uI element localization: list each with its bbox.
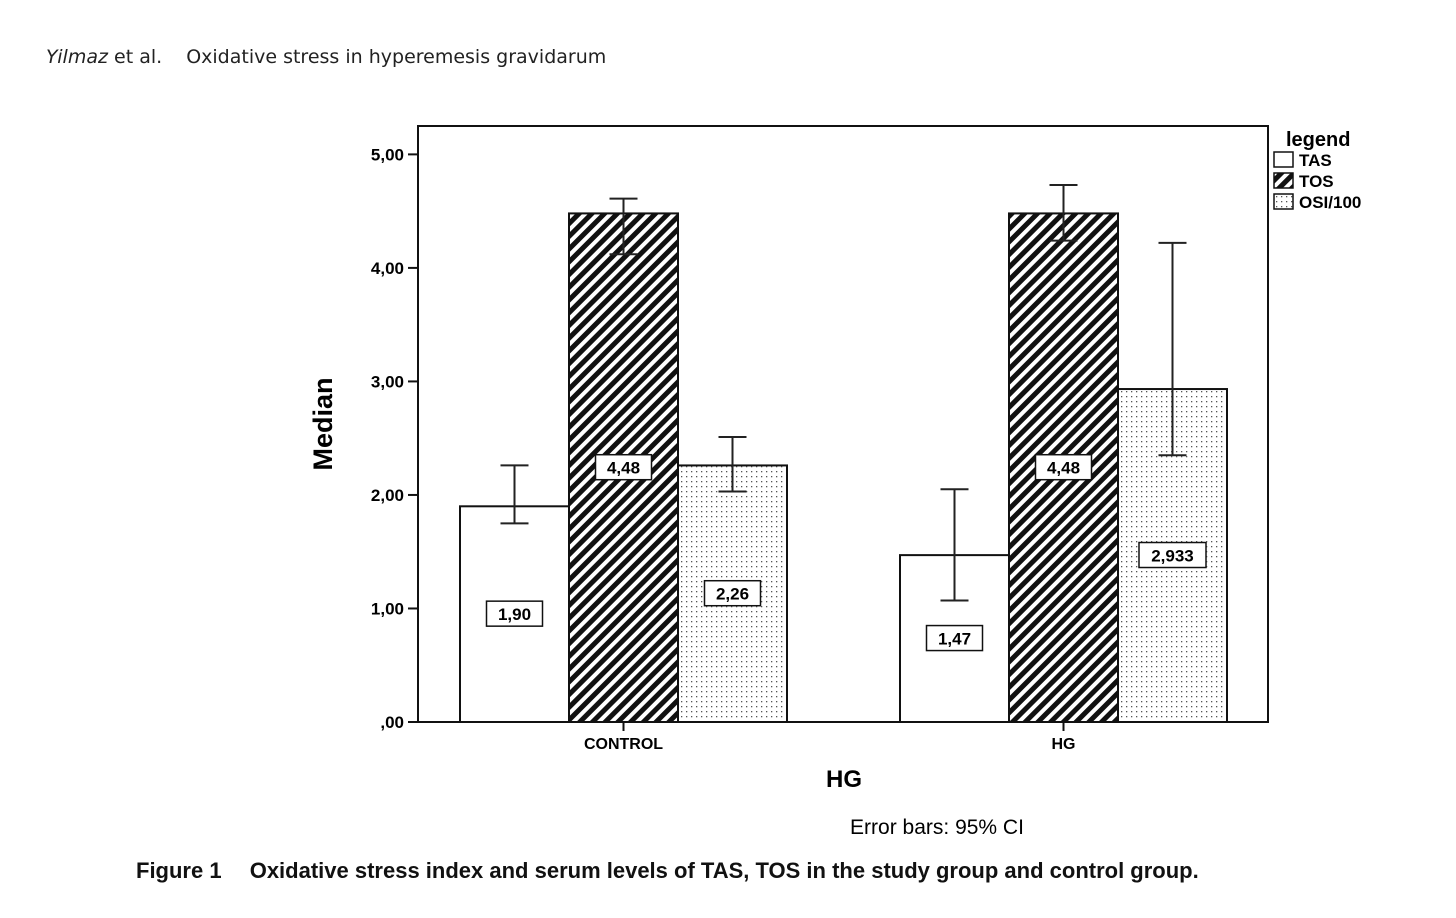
y-tick-label: ,00: [380, 713, 404, 732]
error-bar-tas-hg: [940, 488, 969, 602]
legend-title: legend: [1286, 129, 1350, 151]
data-label-box: 1,47: [925, 624, 984, 652]
error-bar-tas-control: [500, 464, 529, 525]
y-tick-label: 5,00: [371, 145, 404, 164]
plot-frame: [417, 125, 1269, 723]
figure-label: Figure 1: [136, 858, 222, 883]
data-label-box: 1,90: [485, 600, 544, 627]
legend-swatch: [1273, 151, 1294, 168]
running-head-etal: et al.: [114, 46, 163, 68]
legend-swatch: [1273, 193, 1294, 210]
running-head: Yilmaz et al. Oxidative stress in hypere…: [46, 46, 606, 68]
y-tick-label: 3,00: [371, 372, 404, 391]
x-tick-label: HG: [1052, 736, 1076, 753]
figure-caption: Figure 1 Oxidative stress index and seru…: [136, 858, 1199, 884]
data-label: 1,90: [498, 605, 531, 624]
data-label-box: 2,933: [1138, 541, 1207, 569]
error-bar-tos-hg: [1049, 184, 1078, 242]
legend-entry: TAS: [1299, 151, 1332, 170]
figure-caption-text: Oxidative stress index and serum levels …: [249, 858, 1199, 883]
data-label-box: 4,48: [594, 453, 653, 481]
data-label-box: 2,26: [703, 579, 762, 607]
running-head-authors: Yilmaz: [46, 46, 108, 68]
x-axis-label: HG: [826, 766, 862, 793]
running-head-title: Oxidative stress in hyperemesis gravidar…: [186, 46, 607, 68]
legend-swatch: [1273, 172, 1294, 189]
error-bars-note: Error bars: 95% CI: [850, 816, 1024, 839]
y-tick-label: 2,00: [371, 486, 404, 505]
legend-entry: OSI/100: [1299, 193, 1361, 212]
data-label: 2,26: [716, 585, 749, 604]
error-bar-osi-100-hg: [1158, 241, 1187, 457]
legend-entry: TOS: [1299, 172, 1334, 191]
y-axis-label: Median: [308, 377, 338, 470]
x-tick-label: CONTROL: [584, 736, 663, 753]
y-tick-label: 4,00: [371, 259, 404, 278]
error-bar-tos-control: [609, 197, 638, 256]
data-label-box: 4,48: [1034, 453, 1093, 481]
data-label: 2,933: [1151, 547, 1194, 566]
y-tick-label: 1,00: [371, 599, 404, 618]
error-bar-osi-100-control: [718, 436, 747, 493]
data-label: 4,48: [607, 459, 640, 478]
data-label: 4,48: [1047, 459, 1080, 478]
data-label: 1,47: [938, 630, 971, 649]
